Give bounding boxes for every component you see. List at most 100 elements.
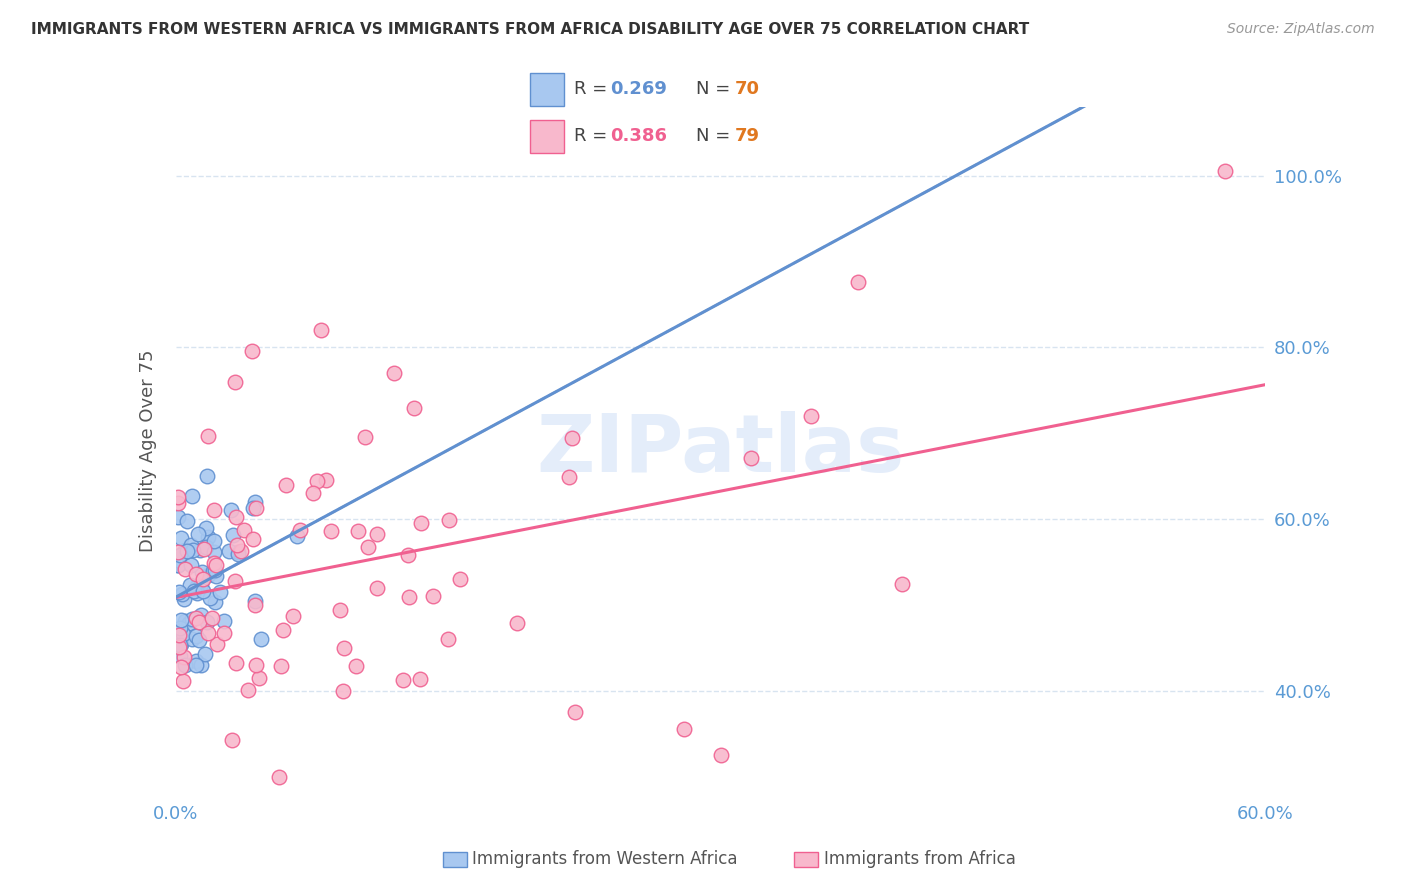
Point [186, 579, 208, 593]
Point [224, 375, 246, 389]
Point [173, 542, 195, 557]
Point [195, 469, 218, 483]
Point [204, 595, 226, 609]
Point [197, 568, 219, 582]
Point [202, 534, 225, 549]
Point [195, 521, 218, 535]
Point [188, 543, 211, 558]
Point [193, 572, 215, 586]
Point [344, 658, 367, 673]
Point [205, 569, 228, 583]
Point [197, 626, 219, 640]
Point [191, 565, 214, 579]
Point [174, 614, 197, 628]
Point [167, 585, 190, 599]
Point [307, 474, 329, 488]
Point [506, 615, 529, 630]
Point [236, 683, 259, 698]
Text: Immigrants from Africa: Immigrants from Africa [824, 850, 1015, 868]
Point [846, 276, 869, 290]
Text: 79: 79 [734, 128, 759, 145]
Point [193, 541, 215, 556]
Point [243, 495, 266, 509]
Point [354, 430, 377, 444]
Point [184, 629, 207, 643]
Point [186, 586, 208, 600]
Point [187, 527, 209, 541]
Point [1215, 164, 1237, 178]
Point [183, 584, 205, 599]
Point [173, 592, 195, 607]
Point [172, 627, 194, 641]
FancyBboxPatch shape [530, 120, 564, 153]
Point [673, 723, 696, 737]
Point [170, 587, 193, 601]
Point [202, 545, 225, 559]
Point [240, 344, 263, 359]
Point [169, 638, 191, 652]
Point [184, 658, 207, 673]
Point [243, 599, 266, 613]
Point [190, 577, 212, 591]
Point [173, 649, 195, 664]
Point [194, 647, 217, 661]
Point [283, 609, 305, 624]
Point [222, 528, 245, 542]
Point [398, 590, 420, 604]
Point [225, 538, 247, 552]
Text: 0.386: 0.386 [610, 128, 666, 145]
Point [176, 544, 198, 558]
Point [167, 558, 190, 573]
Point [271, 624, 294, 638]
Point [166, 558, 188, 572]
Point [225, 656, 247, 670]
Point [212, 626, 235, 640]
Point [169, 621, 191, 635]
Point [366, 526, 388, 541]
Point [740, 451, 762, 466]
Text: ZIPatlas: ZIPatlas [537, 411, 904, 490]
Point [221, 733, 243, 747]
Point [205, 558, 228, 572]
Point [891, 576, 914, 591]
Point [183, 542, 205, 557]
Point [197, 429, 219, 443]
Point [392, 673, 415, 688]
Point [561, 431, 583, 445]
Point [209, 585, 232, 599]
Point [176, 514, 198, 528]
Point [201, 611, 224, 625]
Point [228, 545, 250, 559]
Point [180, 632, 202, 646]
Point [564, 706, 586, 720]
Text: Source: ZipAtlas.com: Source: ZipAtlas.com [1227, 22, 1375, 37]
Text: R =: R = [574, 128, 613, 145]
Point [172, 674, 194, 689]
Point [404, 401, 426, 415]
Point [357, 540, 380, 554]
Point [166, 556, 188, 570]
Point [173, 658, 195, 673]
Point [186, 567, 208, 582]
Text: 70: 70 [734, 80, 759, 98]
Point [166, 553, 188, 567]
Point [226, 547, 249, 561]
Point [193, 583, 215, 598]
Point [229, 544, 252, 558]
FancyBboxPatch shape [530, 73, 564, 105]
Point [245, 657, 267, 672]
Point [315, 473, 337, 487]
Point [329, 603, 352, 617]
Point [285, 529, 308, 543]
Point [321, 524, 343, 539]
Point [184, 654, 207, 668]
Point [274, 478, 297, 492]
Point [332, 640, 354, 655]
Point [224, 574, 246, 589]
Point [194, 540, 217, 554]
Point [225, 510, 247, 524]
Point [190, 607, 212, 622]
Point [214, 614, 236, 628]
Point [242, 501, 264, 516]
Point [179, 578, 201, 592]
